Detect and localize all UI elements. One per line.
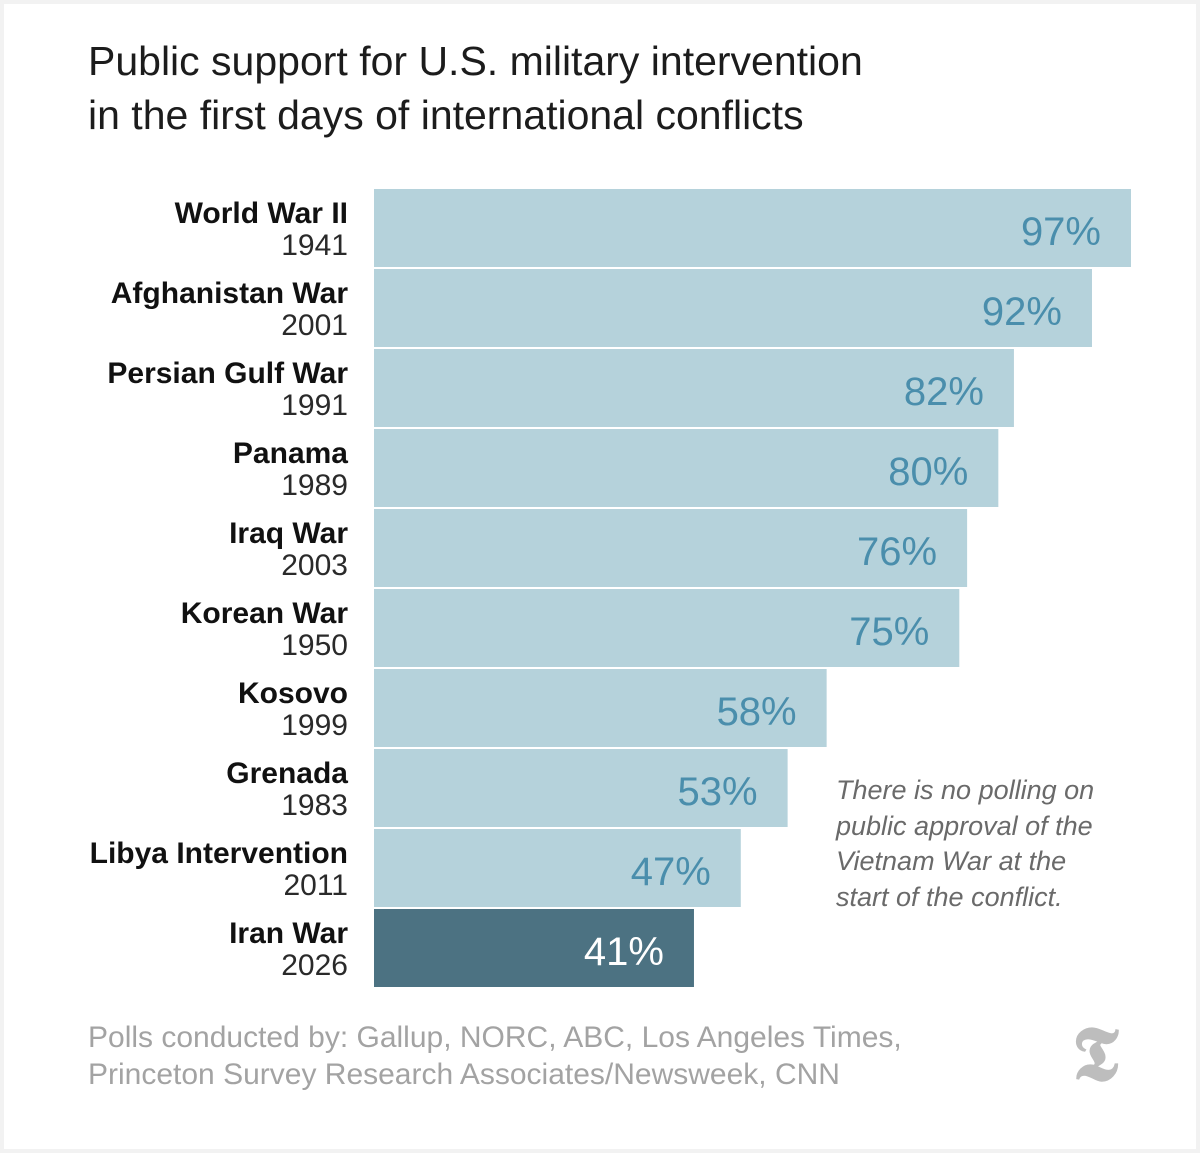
year-label: 1983 — [281, 789, 348, 822]
bar-value-label: 97% — [1021, 210, 1101, 254]
year-label: 2003 — [281, 549, 348, 582]
bar — [374, 269, 1092, 347]
year-label: 2001 — [281, 309, 348, 342]
bar — [374, 189, 1131, 267]
bar-value-label: 82% — [904, 370, 984, 414]
chart-title-line-1: Public support for U.S. military interve… — [88, 38, 863, 84]
source-line-2: Princeton Survey Research Associates/New… — [88, 1058, 840, 1091]
note-line-2: public approval of the — [836, 810, 1093, 841]
year-label: 2011 — [283, 869, 348, 902]
bar-value-label: 92% — [982, 290, 1062, 334]
bar-value-label: 47% — [631, 850, 711, 894]
year-label: 1991 — [281, 389, 348, 422]
bar-value-label: 41% — [584, 930, 664, 974]
year-label: 1941 — [281, 229, 348, 262]
bar — [374, 589, 960, 667]
year-label: 1999 — [281, 709, 348, 742]
category-label: Iran War — [229, 917, 348, 950]
bar-value-label: 80% — [888, 450, 968, 494]
bar — [374, 829, 741, 907]
bar — [374, 909, 694, 987]
category-label: Persian Gulf War — [107, 357, 348, 390]
category-label: Grenada — [226, 757, 348, 790]
bar-value-label: 75% — [849, 610, 929, 654]
bar — [374, 429, 999, 507]
year-label: 1989 — [281, 469, 348, 502]
category-label: Panama — [233, 437, 348, 470]
chart-title-line-2: in the first days of international confl… — [88, 92, 804, 138]
chart-title: Public support for U.S. military interve… — [88, 34, 863, 142]
note-line-3: Vietnam War at the — [836, 846, 1067, 876]
bar — [374, 749, 788, 827]
bar — [374, 349, 1014, 427]
source-line-1: Polls conducted by: Gallup, NORC, ABC, L… — [88, 1021, 902, 1054]
note-line-4: start of the conflict. — [836, 881, 1063, 912]
note-line-1: There is no polling on — [836, 775, 1095, 805]
nyt-logo-icon: 𝕿 — [1072, 1009, 1119, 1098]
category-label: Libya Intervention — [90, 837, 348, 870]
category-label: Afghanistan War — [111, 277, 349, 310]
category-label: Iraq War — [229, 517, 348, 550]
category-label: Kosovo — [238, 677, 348, 710]
year-label: 1950 — [281, 629, 348, 662]
category-label: World War II — [175, 197, 348, 230]
bar-value-label: 58% — [717, 690, 797, 734]
bar — [374, 509, 968, 587]
source-note: Polls conducted by: Gallup, NORC, ABC, L… — [88, 1019, 902, 1093]
bar-value-label: 53% — [678, 770, 758, 814]
vietnam-note: There is no polling on public approval o… — [836, 773, 1136, 915]
year-label: 2026 — [281, 949, 348, 982]
bar-value-label: 76% — [857, 530, 937, 574]
category-label: Korean War — [181, 597, 349, 630]
bar — [374, 669, 827, 747]
